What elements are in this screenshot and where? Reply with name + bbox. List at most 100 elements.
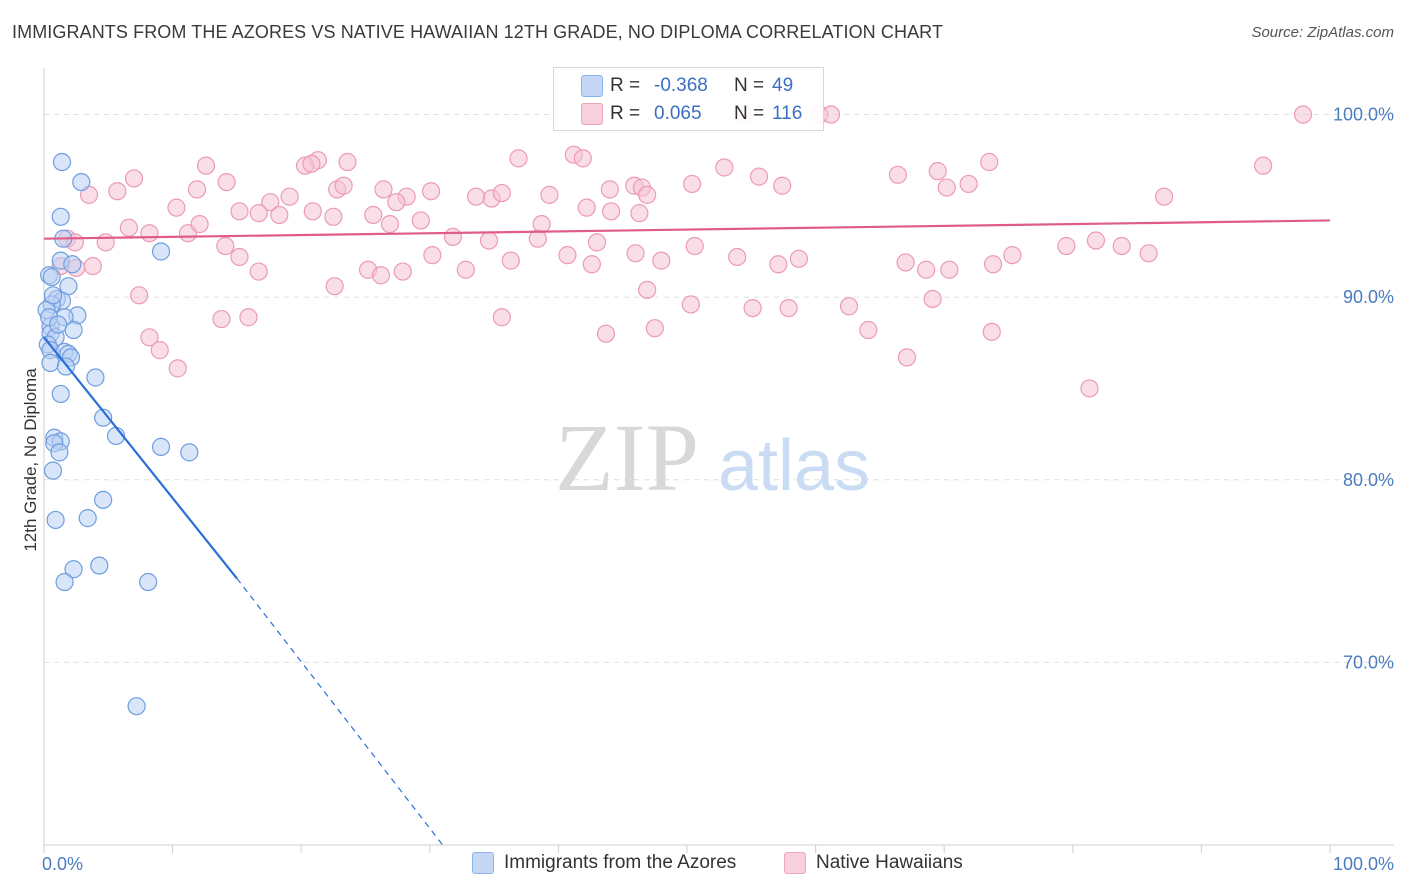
- hawaiian-point: [411, 211, 430, 230]
- azores-point: [139, 572, 158, 592]
- azores-swatch: [581, 75, 603, 97]
- hawaiian-point: [492, 308, 511, 327]
- hawaiian-point: [859, 320, 878, 340]
- hawaiian-point: [645, 319, 664, 338]
- hawaiian-point: [1293, 105, 1313, 124]
- hawaiian-point: [1057, 236, 1076, 256]
- hawaiian-point: [789, 249, 808, 268]
- hawaiian-point: [230, 247, 249, 267]
- blue-trend-extension: [236, 578, 444, 846]
- hawaiian-point: [466, 187, 486, 206]
- grid-lines: [44, 114, 1394, 663]
- watermark-atlas: atlas: [718, 426, 870, 506]
- y-tick-label-90: 90.0%: [1343, 287, 1394, 307]
- hawaiian-point: [212, 309, 231, 329]
- hawaiian-point: [380, 214, 400, 234]
- y-tick-label-70: 70.0%: [1343, 652, 1394, 672]
- hawaiian-point: [1086, 231, 1106, 250]
- hawaiian-point: [393, 262, 412, 281]
- r-label: R =: [610, 75, 641, 96]
- hawaiian-point: [923, 289, 942, 309]
- hawaiian-point: [728, 247, 747, 267]
- azores-point: [151, 242, 171, 261]
- hawaiian-point: [749, 167, 769, 186]
- hawaiian-point: [119, 218, 138, 237]
- hawaiian-point: [501, 251, 520, 270]
- hawaiian-point: [587, 233, 607, 252]
- legend-item-azores[interactable]: Immigrants from the Azores: [472, 852, 736, 874]
- hawaiian-point: [374, 180, 393, 199]
- n-label: N =: [734, 75, 765, 96]
- hawaiian-point: [558, 246, 577, 265]
- hawaiian-point: [1003, 246, 1022, 265]
- hawaiian-point: [371, 266, 391, 285]
- hawaiian-point: [577, 198, 596, 217]
- y-axis-label: 12th Grade, No Diploma: [21, 368, 40, 552]
- x-tick-label-min: 0.0%: [42, 854, 83, 874]
- hawaiian-point: [168, 359, 187, 378]
- azores-point: [55, 572, 74, 592]
- azores-point: [42, 267, 61, 287]
- hawaiian-point: [630, 204, 649, 223]
- axes: [43, 68, 1394, 846]
- hawaiian-point: [896, 253, 915, 272]
- hawaiian-point: [124, 169, 144, 188]
- hawaiian-point: [364, 205, 383, 225]
- hawaiian-point: [652, 251, 671, 270]
- azores-point: [51, 384, 70, 404]
- hawaiian-point: [334, 176, 353, 195]
- x-axis-ticks: [43, 845, 1331, 853]
- x-tick-label-max: 100.0%: [1333, 854, 1394, 874]
- hawaiian-point: [1254, 156, 1273, 175]
- hawaiian-point: [324, 207, 343, 226]
- azores-point: [51, 207, 70, 226]
- hawaiian-point: [715, 158, 734, 177]
- hawaiian-point: [421, 182, 441, 201]
- hawaiian-point: [130, 286, 149, 305]
- blue-trend-line: [43, 336, 238, 580]
- azores-point: [46, 510, 65, 530]
- azores-legend-swatch: [472, 852, 494, 874]
- hawaiian-point: [249, 262, 268, 281]
- hawaiian-point: [387, 193, 406, 212]
- hawaiian-point: [1155, 187, 1174, 206]
- hawaiian-point: [96, 233, 115, 252]
- azores-point: [43, 461, 63, 480]
- azores-point: [78, 509, 97, 528]
- azores-point: [151, 437, 171, 456]
- azores-point: [90, 556, 109, 575]
- hawaiian-point: [743, 299, 762, 318]
- hawaiian-point: [216, 236, 235, 256]
- hawaiian-point: [150, 341, 169, 360]
- legend-item-hawaiians[interactable]: Native Hawaiians: [784, 852, 963, 874]
- azores-point: [49, 315, 68, 334]
- series-legend: Immigrants from the Azores Native Hawaii…: [0, 852, 1406, 876]
- hawaiian-point: [897, 348, 917, 367]
- hawaiian-point: [928, 162, 947, 181]
- source-credit: Source: ZipAtlas.com: [1251, 24, 1394, 41]
- azores-points: [37, 152, 199, 716]
- hawaiians-swatch: [581, 103, 603, 125]
- r-label: R =: [610, 103, 641, 124]
- hawaiian-point: [638, 185, 657, 204]
- pink-trend-line: [43, 219, 1331, 240]
- hawaiian-point: [1112, 236, 1131, 256]
- hawaiian-point: [443, 227, 463, 246]
- azores-point: [86, 368, 105, 387]
- hawaiian-point: [681, 295, 700, 314]
- y-tick-label-80: 80.0%: [1343, 470, 1394, 490]
- y-tick-label-100: 100.0%: [1333, 105, 1394, 125]
- hawaiian-point: [582, 255, 601, 274]
- hawaiian-point: [685, 236, 704, 256]
- hawaiian-point: [217, 172, 236, 192]
- hawaiian-point: [270, 205, 289, 225]
- azores-point: [72, 172, 91, 192]
- azores-point: [52, 152, 72, 172]
- hawaiian-point: [280, 187, 299, 206]
- hawaiian-point: [596, 324, 616, 343]
- hawaiian-point: [917, 260, 936, 279]
- hawaiian-point: [773, 176, 792, 195]
- chart-title: IMMIGRANTS FROM THE AZORES VS NATIVE HAW…: [12, 22, 944, 42]
- hawaiian-point: [509, 149, 528, 168]
